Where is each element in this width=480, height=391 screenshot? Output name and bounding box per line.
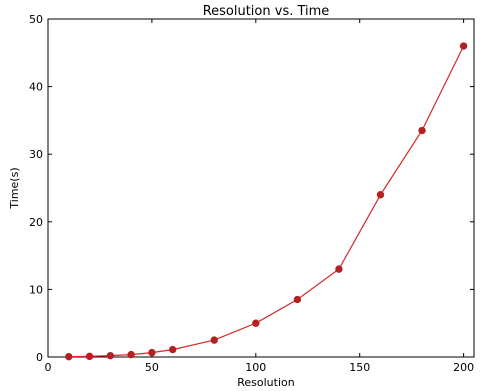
x-tick-label: 150	[349, 361, 370, 374]
y-tick-label: 0	[36, 351, 43, 364]
x-tick-label: 50	[145, 361, 159, 374]
data-point	[168, 345, 177, 354]
data-point	[376, 191, 385, 199]
data-point	[252, 319, 260, 327]
chart-title: Resolution vs. Time	[203, 4, 330, 19]
series-layer	[65, 42, 468, 361]
y-tick-label: 20	[29, 216, 43, 229]
y-tick-label: 40	[29, 81, 43, 94]
data-point	[418, 126, 426, 135]
data-point	[127, 350, 135, 359]
series-line	[68, 45, 465, 358]
x-axis-label: Resolution	[237, 376, 295, 389]
x-tick-label: 0	[45, 361, 52, 374]
y-tick-label: 50	[29, 13, 43, 26]
y-axis-label: Time(s)	[8, 167, 21, 209]
data-point	[65, 352, 73, 361]
y-tick-label: 30	[29, 148, 43, 161]
data-point	[106, 351, 115, 360]
x-tick-label: 200	[453, 361, 474, 374]
data-point	[459, 42, 468, 50]
data-point	[335, 265, 343, 273]
data-point	[85, 352, 94, 361]
data-point	[210, 336, 218, 344]
plot-frame	[47, 18, 475, 358]
y-axis: 0 10 20 30 40 50	[29, 13, 474, 364]
data-point	[293, 295, 302, 304]
data-point	[148, 348, 156, 357]
x-tick-label: 100	[245, 361, 266, 374]
y-tick-label: 10	[29, 283, 43, 296]
x-axis: 0 50 100 150 200	[45, 19, 474, 374]
